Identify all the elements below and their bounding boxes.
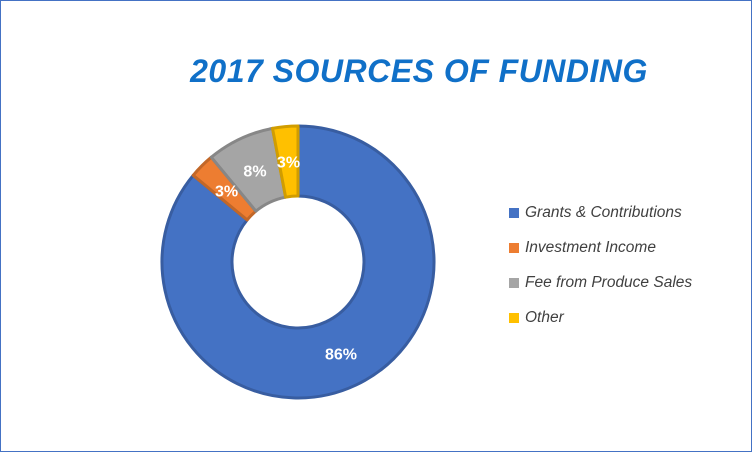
legend-label-fee-from-produce-sales: Fee from Produce Sales bbox=[525, 273, 693, 291]
data-label-fee-from-produce-sales: 8% bbox=[243, 164, 266, 181]
legend-swatch-other bbox=[509, 312, 519, 323]
legend-swatch-fee-from-produce-sales bbox=[509, 277, 519, 288]
legend-item-investment-income: Investment Income bbox=[509, 230, 692, 265]
legend-label-other: Other bbox=[525, 308, 564, 326]
legend-item-fee-from-produce-sales: Fee from Produce Sales bbox=[509, 265, 692, 300]
legend-label-investment-income: Investment Income bbox=[525, 238, 656, 256]
chart-title: 2017 SOURCES OF FUNDING bbox=[190, 53, 648, 89]
slice-grants-and-contributions bbox=[160, 124, 436, 400]
legend: Grants & Contributions Investment Income F… bbox=[509, 195, 692, 335]
legend-item-other: Other bbox=[509, 300, 692, 335]
legend-swatch-investment-income bbox=[509, 242, 519, 253]
slice-other bbox=[271, 124, 300, 199]
data-label-grants-and-contributions: 86% bbox=[325, 346, 357, 363]
legend-swatch-grants-and-contributions bbox=[509, 207, 519, 218]
legend-label-grants-and-contributions: Grants & Contributions bbox=[525, 203, 682, 221]
data-label-other: 3% bbox=[277, 154, 300, 171]
legend-item-grants-and-contributions: Grants & Contributions bbox=[509, 195, 692, 230]
data-label-investment-income: 3% bbox=[215, 184, 238, 201]
